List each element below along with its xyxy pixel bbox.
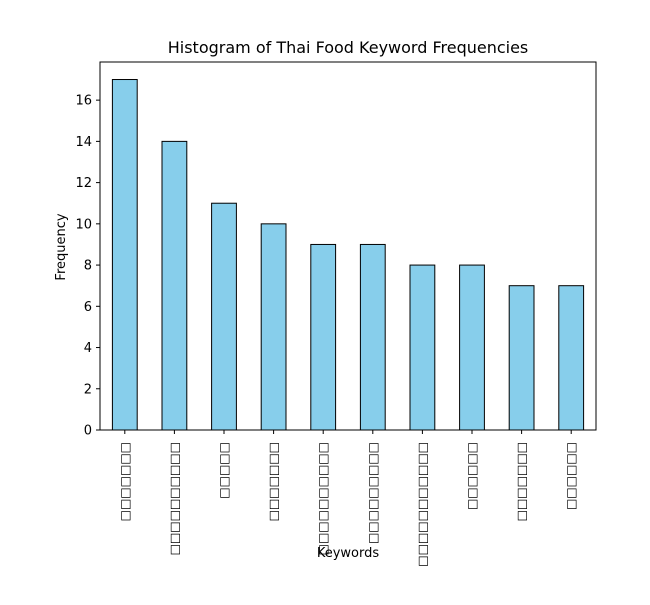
bar-9 <box>558 285 585 431</box>
x-tick-label-4: □□□□□□□□□□ <box>316 442 330 555</box>
y-tick-label-0: 0 <box>84 424 92 439</box>
y-tick-label-1: 2 <box>84 382 92 397</box>
plot-frame <box>99 61 597 431</box>
bar-7 <box>459 264 485 431</box>
bar-6 <box>409 264 436 431</box>
x-tick-label-7: □□□□□□ <box>465 442 479 510</box>
bar-4 <box>310 243 337 431</box>
x-tick-label-6: □□□□□□□□□□□ <box>415 442 429 567</box>
y-tick-label-8: 16 <box>75 94 92 109</box>
y-axis-label: Frequency <box>54 213 69 280</box>
y-tick-label-7: 14 <box>75 135 92 150</box>
x-tick-label-5: □□□□□□□□□ <box>366 442 380 544</box>
y-tick-label-4: 8 <box>84 259 92 274</box>
bar-2 <box>211 202 237 431</box>
x-ticks: □□□□□□□ □□□□□□□□□□ □□□□□ □□□□□□□ □□□□□□□□□□ □… <box>118 430 578 567</box>
x-tick-label-8: □□□□□□□ <box>515 442 529 521</box>
bars-layer <box>111 79 585 431</box>
x-axis-label: Keywords <box>317 546 380 561</box>
bar-1 <box>161 140 188 431</box>
x-tick-label-1: □□□□□□□□□□ <box>167 442 181 555</box>
bar-0 <box>111 79 138 431</box>
bar-5 <box>359 243 386 431</box>
bar-3 <box>260 223 287 431</box>
y-tick-label-2: 4 <box>84 341 92 356</box>
x-tick-label-2: □□□□□ <box>217 442 231 499</box>
x-tick-label-9: □□□□□□ <box>564 442 578 510</box>
x-tick-label-0: □□□□□□□ <box>118 442 132 521</box>
y-tick-label-3: 6 <box>84 300 92 315</box>
bar-8 <box>508 285 535 431</box>
chart-title: Histogram of Thai Food Keyword Frequenci… <box>168 38 529 57</box>
x-tick-label-3: □□□□□□□ <box>267 442 281 521</box>
y-ticks: 0 2 4 6 8 10 12 14 16 <box>75 94 100 439</box>
y-tick-label-6: 12 <box>75 176 92 191</box>
y-tick-label-5: 10 <box>75 217 92 232</box>
